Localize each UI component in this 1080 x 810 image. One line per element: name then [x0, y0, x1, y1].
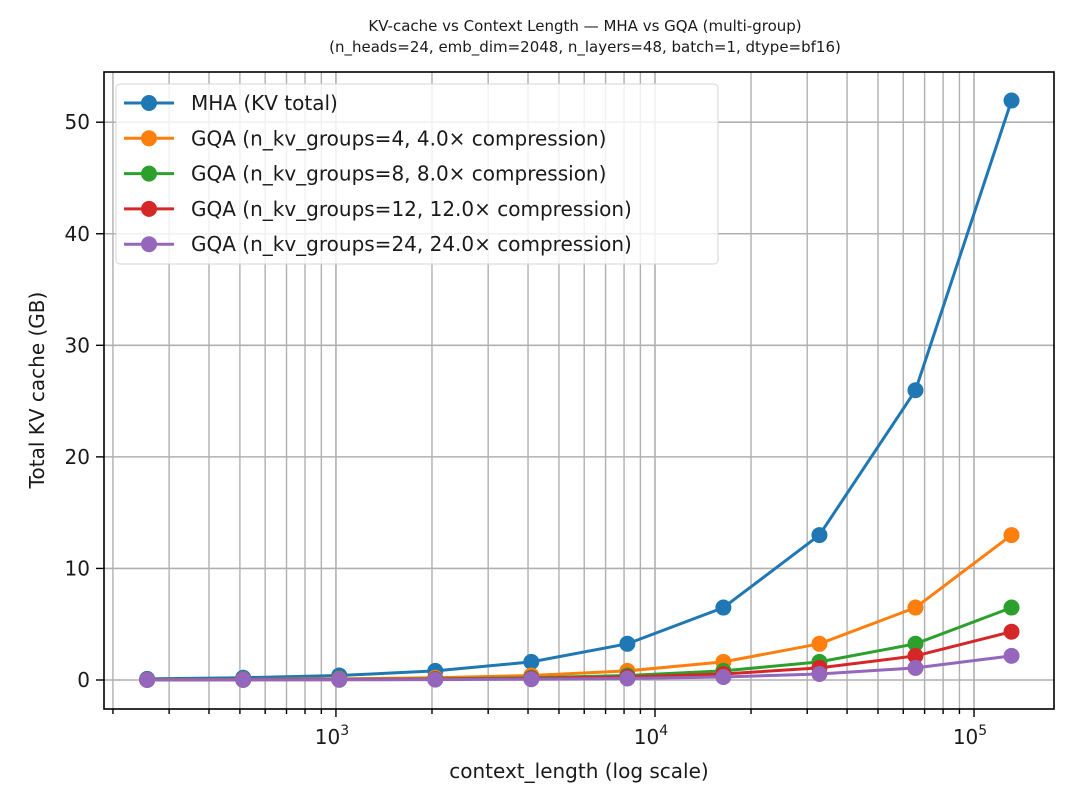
x-tick-label: 105: [953, 723, 987, 749]
data-point: [907, 635, 924, 652]
series-1: [139, 527, 1020, 688]
y-tick-label: 30: [65, 333, 90, 357]
legend-label: GQA (n_kv_groups=12, 12.0× compression): [191, 197, 632, 221]
legend-label: GQA (n_kv_groups=8, 8.0× compression): [191, 162, 606, 186]
legend-swatch-marker: [141, 200, 157, 217]
plot-frame: [103, 71, 1055, 710]
data-point: [523, 653, 540, 670]
data-point: [331, 671, 348, 688]
legend-item: GQA (n_kv_groups=12, 12.0× compression): [124, 197, 632, 221]
y-tick-label: 20: [65, 445, 90, 469]
data-point: [139, 671, 156, 688]
legend-swatch-marker: [141, 130, 157, 147]
data-point: [1003, 92, 1020, 109]
data-point: [811, 665, 828, 682]
legend-swatch-marker: [141, 95, 157, 111]
data-point: [523, 671, 540, 688]
series-4: [139, 647, 1020, 688]
y-tick-label: 10: [65, 556, 90, 580]
legend-item: MHA (KV total): [124, 91, 338, 115]
x-axis-label: context_length (log scale): [449, 759, 708, 783]
legend-item: GQA (n_kv_groups=24, 24.0× compression): [124, 232, 632, 256]
data-point: [907, 382, 924, 399]
data-point: [1003, 647, 1020, 664]
x-tick-label: 103: [315, 723, 349, 749]
legend-label: GQA (n_kv_groups=24, 24.0× compression): [191, 232, 632, 256]
data-point: [1003, 527, 1020, 544]
y-tick-label: 40: [65, 222, 90, 246]
series-line: [147, 100, 1013, 681]
data-point: [907, 647, 924, 664]
legend-box: [115, 83, 719, 265]
data-point: [235, 671, 252, 688]
legend-swatch-marker: [141, 165, 157, 182]
series-line: [147, 533, 1013, 682]
data-point: [907, 599, 924, 616]
legend-label: GQA (n_kv_groups=4, 4.0× compression): [191, 126, 606, 150]
chart-subtitle: (n_heads=24, emb_dim=2048, n_layers=48, …: [329, 38, 841, 57]
legend-item: GQA (n_kv_groups=4, 4.0× compression): [124, 126, 606, 150]
legend: MHA (KV total) GQA (n_kv_groups=4, 4.0× c…: [115, 83, 719, 265]
data-point: [715, 668, 732, 685]
data-point: [619, 635, 636, 652]
chart-title: KV-cache vs Context Length — MHA vs GQA …: [368, 17, 801, 35]
y-axis-label: Total KV cache (GB): [25, 292, 49, 490]
data-point: [811, 527, 828, 544]
data-point: [715, 599, 732, 616]
data-point: [619, 670, 636, 687]
data-point: [1003, 599, 1020, 616]
y-tick-label: 50: [65, 110, 90, 134]
series-layer: [139, 92, 1020, 688]
series-line: [147, 654, 1012, 682]
data-point: [1003, 623, 1020, 640]
data-point: [427, 671, 444, 688]
data-point: [907, 659, 924, 676]
y-tick-label: 0: [77, 668, 90, 692]
x-tick-label: 104: [634, 723, 668, 749]
legend-label: MHA (KV total): [191, 91, 338, 115]
legend-swatch-marker: [141, 236, 157, 253]
data-point: [811, 635, 828, 652]
ticks: 103 104 105 0 10 20 30 40 50: [65, 110, 988, 749]
legend-item: GQA (n_kv_groups=8, 8.0× compression): [124, 162, 606, 186]
